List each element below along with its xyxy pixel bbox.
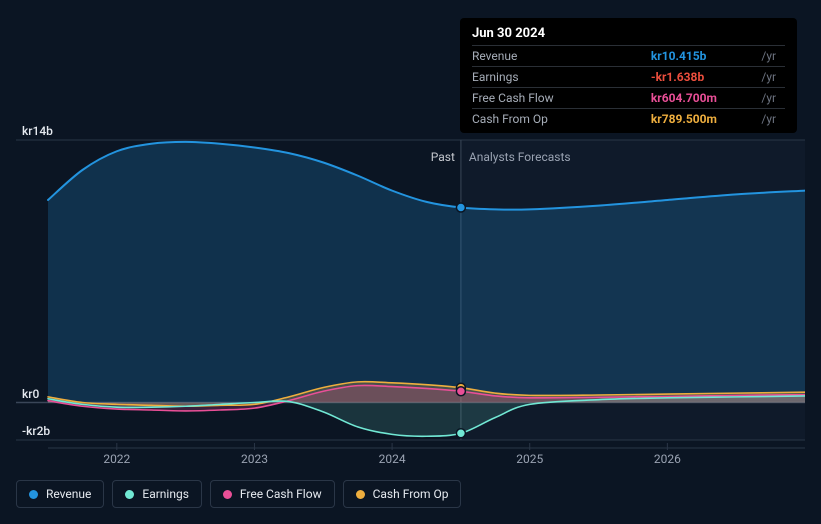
tooltip-row-unit: /yr	[761, 88, 785, 109]
tooltip-row: Cash From Opkr789.500m/yr	[472, 109, 785, 130]
tooltip-row-unit: /yr	[761, 46, 785, 67]
tooltip-row-label: Revenue	[472, 46, 651, 67]
legend-item-revenue[interactable]: Revenue	[16, 480, 104, 508]
data-tooltip: Jun 30 2024 Revenuekr10.415b/yrEarnings-…	[460, 18, 797, 133]
tooltip-row-value: kr10.415b	[651, 46, 762, 67]
x-tick-label: 2026	[654, 452, 681, 466]
legend-label: Free Cash Flow	[240, 487, 322, 501]
legend-item-free-cash-flow[interactable]: Free Cash Flow	[210, 480, 335, 508]
tooltip-row-value: kr789.500m	[651, 109, 762, 130]
annotation-past: Past	[431, 150, 455, 164]
legend-dot-icon	[29, 490, 38, 499]
legend-dot-icon	[125, 490, 134, 499]
tooltip-row: Revenuekr10.415b/yr	[472, 46, 785, 67]
tooltip-row-value: -kr1.638b	[651, 67, 762, 88]
x-tick-label: 2022	[103, 452, 130, 466]
y-tick-label: kr14b	[22, 124, 53, 138]
tooltip-row-label: Earnings	[472, 67, 651, 88]
legend-dot-icon	[223, 490, 232, 499]
tooltip-row: Earnings-kr1.638b/yr	[472, 67, 785, 88]
annotation-forecast: Analysts Forecasts	[469, 150, 571, 164]
legend-label: Earnings	[142, 487, 189, 501]
tooltip-row: Free Cash Flowkr604.700m/yr	[472, 88, 785, 109]
legend: Revenue Earnings Free Cash Flow Cash From O…	[16, 480, 461, 508]
legend-dot-icon	[356, 490, 365, 499]
y-tick-label: kr0	[22, 387, 39, 401]
tooltip-title: Jun 30 2024	[472, 26, 785, 45]
x-tick-label: 2025	[516, 452, 543, 466]
tooltip-row-unit: /yr	[761, 67, 785, 88]
legend-label: Cash From Op	[373, 487, 449, 501]
tooltip-row-value: kr604.700m	[651, 88, 762, 109]
legend-item-earnings[interactable]: Earnings	[112, 480, 202, 508]
legend-item-cash-from-op[interactable]: Cash From Op	[343, 480, 462, 508]
tooltip-row-label: Free Cash Flow	[472, 88, 651, 109]
tooltip-row-label: Cash From Op	[472, 109, 651, 130]
tooltip-row-unit: /yr	[761, 109, 785, 130]
x-tick-label: 2024	[379, 452, 406, 466]
x-tick-label: 2023	[241, 452, 268, 466]
y-tick-label: -kr2b	[22, 424, 50, 438]
legend-label: Revenue	[46, 487, 91, 501]
